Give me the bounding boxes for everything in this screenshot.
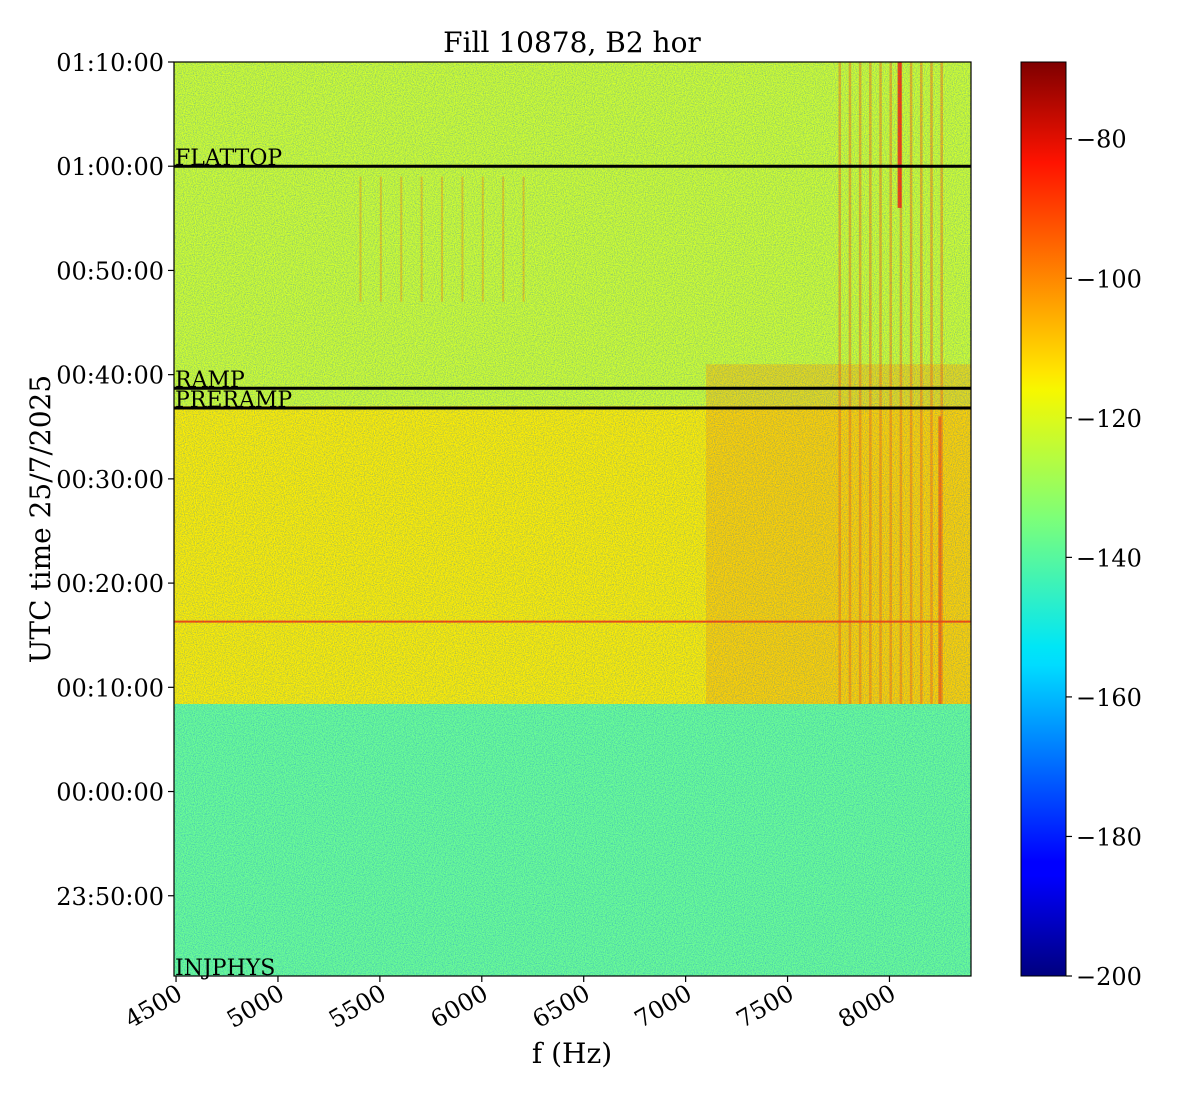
- colorbar-tick-label: −180: [1076, 823, 1142, 851]
- y-tick-label: 00:10:00: [56, 674, 164, 702]
- y-tick-label: 00:00:00: [56, 779, 164, 807]
- x-tick-label: 6000: [426, 979, 493, 1034]
- x-tick-label: 4500: [120, 979, 187, 1034]
- heatmap-noise-texture: [174, 62, 971, 976]
- colorbar-tick-label: −80: [1076, 126, 1127, 154]
- y-tick-label: 23:50:00: [56, 883, 164, 911]
- y-tick-label: 00:40:00: [56, 362, 164, 390]
- y-tick-label: 00:50:00: [56, 257, 164, 285]
- y-tick-label: 00:20:00: [56, 570, 164, 598]
- x-tick-label: 8000: [834, 979, 901, 1034]
- plot-frame: [173, 61, 972, 977]
- x-tick-label: 5000: [222, 979, 289, 1034]
- phase-label-preramp: PRERAMP: [175, 388, 292, 413]
- x-tick-label: 6500: [528, 979, 595, 1034]
- colorbar-tick-label: −140: [1076, 544, 1142, 572]
- phase-label-flattop: FLATTOP: [175, 146, 282, 171]
- x-tick-label: 7000: [630, 979, 697, 1034]
- colorbar-tick-label: −120: [1076, 405, 1142, 433]
- colorbar-tick-label: −160: [1076, 684, 1142, 712]
- colorbar-tick-label: −200: [1076, 963, 1142, 991]
- colorbar-tick-label: −100: [1076, 265, 1142, 293]
- x-tick-label: 7500: [732, 979, 799, 1034]
- y-tick-label: 01:00:00: [56, 153, 164, 181]
- colorbar-gradient: [1020, 61, 1067, 977]
- y-tick-label: 00:30:00: [56, 466, 164, 494]
- colorbar: −80 −100 −120 −140 −160 −180 −200: [1020, 61, 1142, 991]
- phase-label-ramp: RAMP: [175, 368, 245, 393]
- y-axis-label: UTC time 25/7/2025: [24, 375, 57, 663]
- x-tick-label: 5500: [324, 979, 391, 1034]
- y-tick-label: 01:10:00: [56, 49, 164, 77]
- x-axis-label: f (Hz): [532, 1037, 612, 1070]
- phase-label-injphys: INJPHYS: [175, 956, 275, 981]
- chart-title: Fill 10878, B2 hor: [443, 26, 701, 59]
